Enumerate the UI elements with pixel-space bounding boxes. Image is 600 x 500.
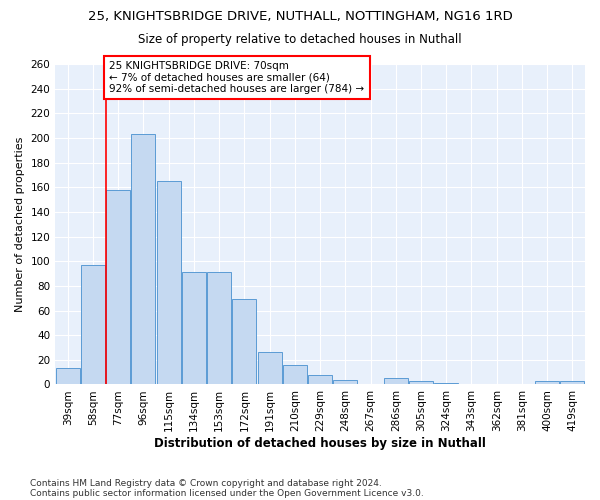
Text: Contains public sector information licensed under the Open Government Licence v3: Contains public sector information licen…	[30, 488, 424, 498]
Bar	[81, 265, 105, 384]
X-axis label: Distribution of detached houses by size in Nuthall: Distribution of detached houses by size …	[154, 437, 486, 450]
Bar	[182, 272, 206, 384]
Text: 25 KNIGHTSBRIDGE DRIVE: 70sqm
← 7% of detached houses are smaller (64)
92% of se: 25 KNIGHTSBRIDGE DRIVE: 70sqm ← 7% of de…	[109, 61, 365, 94]
Bar	[131, 134, 155, 384]
Bar	[434, 383, 458, 384]
Text: Size of property relative to detached houses in Nuthall: Size of property relative to detached ho…	[138, 32, 462, 46]
Bar	[409, 381, 433, 384]
Bar	[157, 181, 181, 384]
Bar	[535, 381, 559, 384]
Bar	[560, 381, 584, 384]
Bar	[257, 352, 281, 384]
Bar	[308, 374, 332, 384]
Y-axis label: Number of detached properties: Number of detached properties	[15, 136, 25, 312]
Bar	[283, 364, 307, 384]
Bar	[384, 378, 408, 384]
Bar	[232, 300, 256, 384]
Bar	[106, 190, 130, 384]
Text: Contains HM Land Registry data © Crown copyright and database right 2024.: Contains HM Land Registry data © Crown c…	[30, 478, 382, 488]
Bar	[56, 368, 80, 384]
Bar	[334, 380, 357, 384]
Bar	[207, 272, 231, 384]
Text: 25, KNIGHTSBRIDGE DRIVE, NUTHALL, NOTTINGHAM, NG16 1RD: 25, KNIGHTSBRIDGE DRIVE, NUTHALL, NOTTIN…	[88, 10, 512, 23]
